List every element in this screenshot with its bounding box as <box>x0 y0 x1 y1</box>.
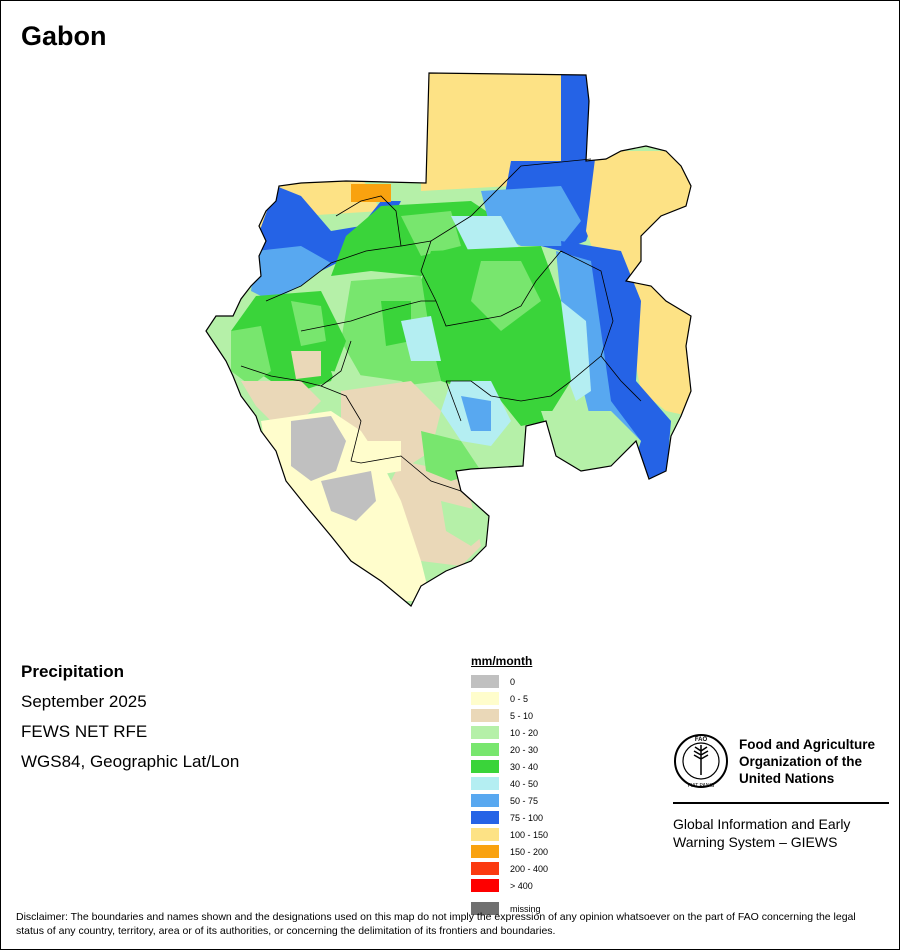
legend-swatch <box>471 743 499 756</box>
legend-item: 150 - 200 <box>471 843 651 860</box>
legend-item: missing <box>471 900 651 917</box>
legend-label: 200 - 400 <box>510 863 549 874</box>
legend-swatch <box>471 709 499 722</box>
fao-emblem-letters: FAO <box>695 737 708 743</box>
legend-label: > 400 <box>510 880 533 891</box>
legend-label: 10 - 20 <box>510 727 539 738</box>
legend-item: 30 - 40 <box>471 758 651 775</box>
giews-line1: Global Information and Early <box>673 816 851 832</box>
legend-swatch <box>471 794 499 807</box>
fao-name: Food and Agriculture Organization of the… <box>739 736 899 787</box>
fao-name-line2: Organization of the <box>739 754 862 769</box>
legend-item: 0 - 5 <box>471 690 651 707</box>
fao-name-line3: United Nations <box>739 771 835 786</box>
legend-swatch <box>471 726 499 739</box>
giews-name: Global Information and Early Warning Sys… <box>673 815 889 851</box>
variable-label: Precipitation <box>21 662 124 681</box>
source-label: FEWS NET RFE <box>21 722 148 741</box>
period-label: September 2025 <box>21 692 147 711</box>
legend-label: 0 - 5 <box>510 693 529 704</box>
legend-swatch <box>471 828 499 841</box>
fao-name-line1: Food and Agriculture <box>739 737 875 752</box>
legend-label: 75 - 100 <box>510 812 544 823</box>
legend-swatch <box>471 760 499 773</box>
legend-item: 20 - 30 <box>471 741 651 758</box>
legend-swatch <box>471 777 499 790</box>
disclaimer: Disclaimer: The boundaries and names sho… <box>16 911 856 937</box>
legend-label: 50 - 75 <box>510 795 539 806</box>
legend-swatch <box>471 692 499 705</box>
legend-swatch <box>471 902 499 915</box>
legend-label: 0 <box>510 676 516 687</box>
legend-label: 30 - 40 <box>510 761 539 772</box>
giews-line2: Warning System – GIEWS <box>673 834 838 850</box>
legend-swatch <box>471 811 499 824</box>
legend-label: 150 - 200 <box>510 846 549 857</box>
legend-title: mm/month <box>471 654 533 668</box>
map-info: Precipitation September 2025 FEWS NET RF… <box>21 657 239 777</box>
legend-item: 100 - 150 <box>471 826 651 843</box>
divider <box>673 802 889 804</box>
map-title: Gabon <box>21 21 107 51</box>
legend: mm/month 0 0 - 5 5 - 10 10 - 20 20 - 30 30 - … <box>471 654 651 917</box>
legend-item: 40 - 50 <box>471 775 651 792</box>
legend-label: 100 - 150 <box>510 829 549 840</box>
legend-swatch <box>471 845 499 858</box>
legend-swatch <box>471 862 499 875</box>
legend-item: 200 - 400 <box>471 860 651 877</box>
projection-label: WGS84, Geographic Lat/Lon <box>21 752 240 771</box>
legend-item: > 400 <box>471 877 651 894</box>
legend-label: 40 - 50 <box>510 778 539 789</box>
legend-item: 75 - 100 <box>471 809 651 826</box>
fao-emblem-motto: FIAT PANIS <box>688 783 715 789</box>
precipitation-map <box>205 72 692 607</box>
fao-emblem-icon: FAO FIAT PANIS <box>674 734 728 789</box>
legend-swatch <box>471 675 499 688</box>
legend-swatch <box>471 879 499 892</box>
legend-item: 50 - 75 <box>471 792 651 809</box>
legend-label: 5 - 10 <box>510 710 534 721</box>
legend-label: 20 - 30 <box>510 744 539 755</box>
legend-item: 5 - 10 <box>471 707 651 724</box>
legend-item: 10 - 20 <box>471 724 651 741</box>
legend-label: missing <box>510 903 541 914</box>
legend-item: 0 <box>471 673 651 690</box>
